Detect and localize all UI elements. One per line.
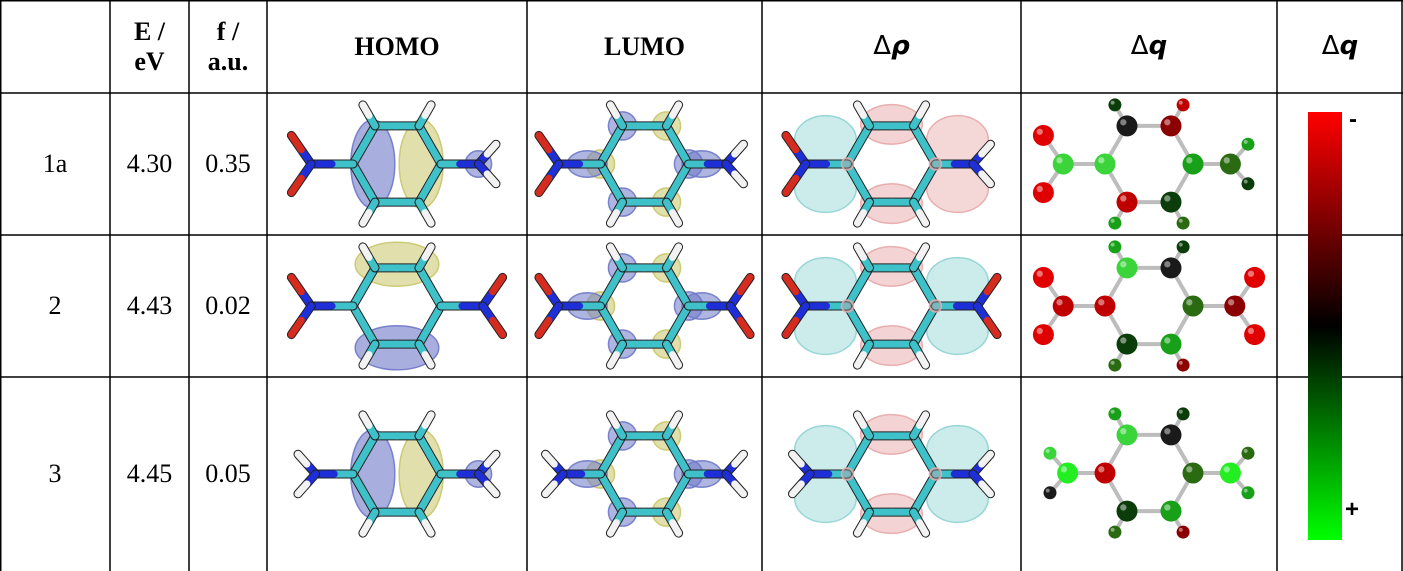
row-1a-delta-q-image — [1032, 98, 1255, 230]
row-3-homo-image — [293, 410, 501, 538]
row-1a-osc: 0.35 — [205, 149, 251, 179]
row-3-delta-q-image — [1043, 407, 1255, 539]
row-2-delta-q-image — [1032, 240, 1266, 372]
row-3-label: 3 — [48, 459, 62, 489]
row-3-delta-rho-image — [788, 410, 995, 538]
header-oscillator-strength: f / a.u. — [207, 16, 249, 76]
row-2-energy: 4.43 — [126, 291, 173, 321]
row-1a-delta-rho-image — [781, 100, 995, 228]
row-2-osc: 0.02 — [205, 291, 251, 321]
row-2-homo-image — [286, 241, 508, 371]
charge-color-scale — [1308, 112, 1342, 540]
scale-negative-sign: - — [1349, 106, 1357, 133]
row-3-energy: 4.45 — [126, 459, 173, 489]
scale-positive-sign: + — [1345, 496, 1360, 523]
header-energy: E / eV — [133, 16, 166, 76]
row-2-delta-rho-image — [781, 242, 1002, 370]
row-1a-lumo-image — [534, 100, 748, 228]
row-1a-homo-image — [286, 100, 501, 228]
row-1a-energy: 4.30 — [126, 149, 173, 179]
row-2-lumo-image — [534, 242, 755, 370]
header-homo: HOMO — [354, 31, 440, 61]
row-1a-label: 1a — [42, 149, 68, 179]
header-label — [0, 0, 110, 93]
row-3-lumo-image — [541, 410, 748, 538]
header-lumo: LUMO — [604, 31, 685, 61]
row-2-label: 2 — [48, 291, 62, 321]
row-3-osc: 0.05 — [205, 459, 251, 489]
